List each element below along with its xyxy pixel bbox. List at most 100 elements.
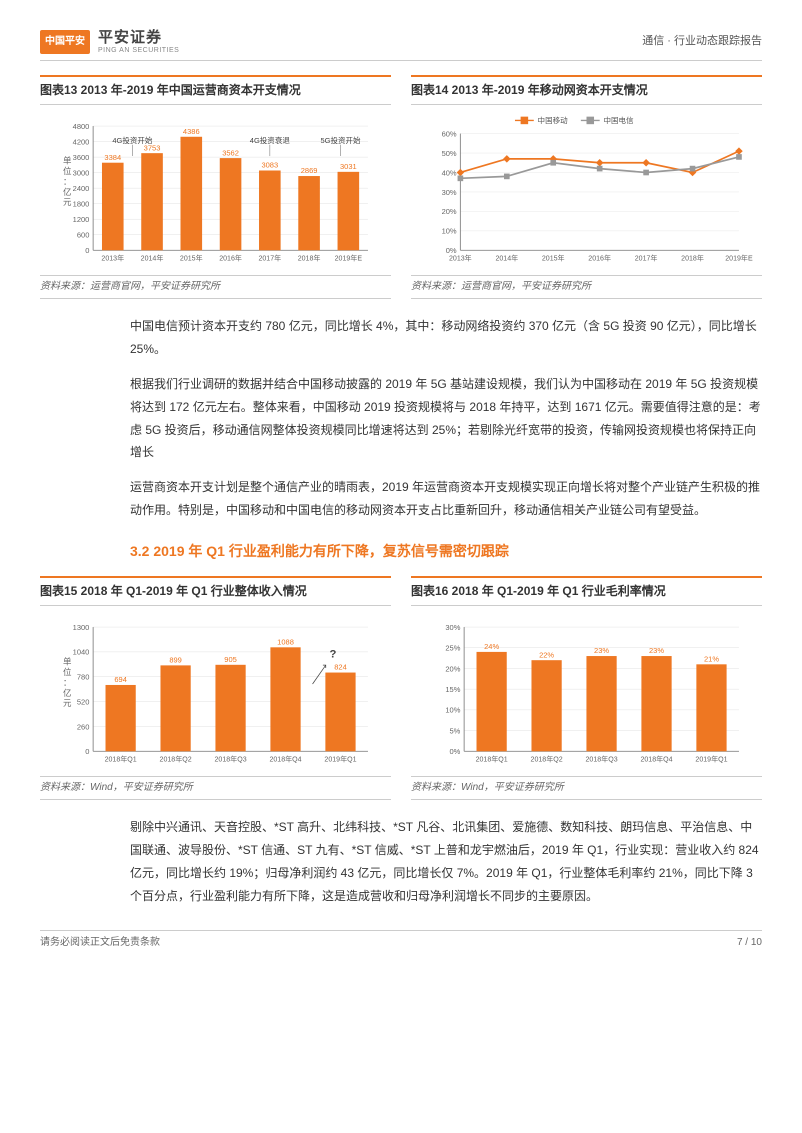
svg-text:位: 位 [63, 667, 72, 677]
svg-text:0: 0 [85, 747, 89, 756]
svg-text:2018年Q4: 2018年Q4 [269, 755, 301, 764]
svg-text:2017年: 2017年 [635, 254, 658, 263]
para1: 中国电信预计资本开支约 780 亿元，同比增长 4%，其中：移动网络投资约 37… [40, 315, 762, 361]
svg-text:520: 520 [77, 698, 90, 707]
svg-text:3000: 3000 [73, 169, 90, 178]
svg-text:1200: 1200 [73, 215, 90, 224]
svg-text:15%: 15% [445, 685, 460, 694]
brand: 平安证券 PING AN SECURITIES [98, 30, 179, 54]
svg-text:1300: 1300 [73, 623, 90, 632]
svg-text:2018年Q1: 2018年Q1 [105, 755, 137, 764]
svg-text:5G投资开始: 5G投资开始 [320, 135, 361, 145]
svg-text:单: 单 [63, 156, 72, 166]
svg-text:0: 0 [85, 246, 89, 255]
page-header: 中国平安 平安证券 PING AN SECURITIES 通信 · 行业动态跟踪… [40, 30, 762, 61]
svg-text:4200: 4200 [73, 138, 90, 147]
svg-text:2018年Q2: 2018年Q2 [531, 755, 563, 764]
para4: 剔除中兴通讯、天音控股、*ST 高升、北纬科技、*ST 凡谷、北讯集团、爱施德、… [40, 816, 762, 907]
svg-text:21%: 21% [704, 655, 719, 664]
svg-text:2017年: 2017年 [258, 254, 281, 263]
svg-text:25%: 25% [445, 644, 460, 653]
svg-text:260: 260 [77, 723, 90, 732]
svg-text:单: 单 [63, 657, 72, 667]
svg-text:2019年E: 2019年E [725, 254, 753, 263]
svg-text:亿: 亿 [63, 688, 71, 698]
svg-text:2018年Q3: 2018年Q3 [214, 755, 246, 764]
svg-text:5%: 5% [450, 727, 461, 736]
chart15-block: 图表15 2018 年 Q1-2019 年 Q1 行业整体收入情况 0 260 52… [40, 576, 391, 810]
svg-text:4800: 4800 [73, 122, 90, 131]
para2: 根据我们行业调研的数据并结合中国移动披露的 2019 年 5G 基站建设规模，我… [40, 373, 762, 464]
chart15-source: 资料来源：Wind，平安证券研究所 [40, 776, 391, 800]
svg-text:10%: 10% [442, 227, 457, 236]
svg-text:2869: 2869 [301, 167, 318, 176]
svg-text:40%: 40% [442, 169, 457, 178]
svg-text:2016年: 2016年 [219, 254, 242, 263]
logo-badge: 中国平安 [40, 30, 90, 54]
chart15-area: 026052078010401300单位：亿元6942018年Q18992018… [40, 606, 391, 776]
svg-text:0%: 0% [446, 246, 457, 255]
svg-text:3083: 3083 [261, 161, 278, 170]
svg-text:位: 位 [63, 166, 72, 176]
svg-text:600: 600 [77, 231, 90, 240]
svg-text:24%: 24% [484, 642, 499, 651]
svg-text:30%: 30% [445, 623, 460, 632]
chart14-title: 图表14 2013 年-2019 年移动网资本开支情况 [411, 75, 762, 105]
header-right-text: 通信 · 行业动态跟踪报告 [642, 33, 762, 51]
svg-text:2400: 2400 [73, 184, 90, 193]
svg-text:3384: 3384 [104, 153, 121, 162]
chart14-area: 中国移动中国电信0%10%20%30%40%50%60%2013年2014年20… [411, 105, 762, 275]
svg-text:2013年: 2013年 [449, 254, 472, 263]
para3: 运营商资本开支计划是整个通信产业的晴雨表，2019 年运营商资本开支规模实现正向… [40, 476, 762, 522]
svg-text:20%: 20% [442, 208, 457, 217]
svg-text:2016年: 2016年 [588, 254, 611, 263]
chart15-title: 图表15 2018 年 Q1-2019 年 Q1 行业整体收入情况 [40, 576, 391, 606]
footer-right: 7 / 10 [737, 935, 762, 951]
svg-text:10%: 10% [445, 706, 460, 715]
svg-text:2019年E: 2019年E [335, 254, 363, 263]
svg-text:694: 694 [114, 675, 127, 684]
svg-text:23%: 23% [594, 647, 609, 656]
svg-text:0%: 0% [450, 747, 461, 756]
svg-text:20%: 20% [445, 665, 460, 674]
svg-text:2018年Q3: 2018年Q3 [585, 755, 617, 764]
svg-text:905: 905 [224, 655, 237, 664]
svg-text:2013年: 2013年 [101, 254, 124, 263]
svg-text:2018年: 2018年 [298, 254, 321, 263]
svg-text:2019年Q1: 2019年Q1 [695, 755, 727, 764]
section-heading: 3.2 2019 年 Q1 行业盈利能力有所下降，复苏信号需密切跟踪 [130, 540, 762, 562]
svg-text:2018年Q2: 2018年Q2 [160, 755, 192, 764]
svg-text:1800: 1800 [73, 200, 90, 209]
brand-en: PING AN SECURITIES [98, 47, 179, 55]
chart14-block: 图表14 2013 年-2019 年移动网资本开支情况 中国移动 中国电信 0% 10… [411, 75, 762, 309]
brand-cn: 平安证券 [98, 30, 179, 47]
svg-text:1088: 1088 [277, 638, 294, 647]
chart16-source: 资料来源：Wind，平安证券研究所 [411, 776, 762, 800]
svg-text:4386: 4386 [183, 127, 200, 136]
svg-text:2015年: 2015年 [542, 254, 565, 263]
chart13-area: 0 600 1200 1800 2400 3000 3600 4200 4800 单位：亿元 338… [40, 105, 391, 275]
svg-text:2014年: 2014年 [495, 254, 518, 263]
svg-text:2014年: 2014年 [141, 254, 164, 263]
svg-text:1040: 1040 [73, 648, 90, 657]
svg-text:30%: 30% [442, 188, 457, 197]
svg-text:2018年Q4: 2018年Q4 [640, 755, 672, 764]
svg-text:2018年: 2018年 [681, 254, 704, 263]
svg-text:?: ? [329, 649, 336, 661]
svg-text:824: 824 [334, 663, 347, 672]
svg-text:899: 899 [169, 656, 182, 665]
chart13-block: 图表13 2013 年-2019 年中国运营商资本开支情况 0600120018… [40, 75, 391, 309]
svg-text:2019年Q1: 2019年Q1 [324, 755, 356, 764]
svg-text:元: 元 [63, 197, 72, 207]
svg-text:3600: 3600 [73, 153, 90, 162]
svg-text:780: 780 [77, 673, 90, 682]
svg-text:中国电信: 中国电信 [603, 116, 634, 126]
svg-text:2018年Q1: 2018年Q1 [476, 755, 508, 764]
svg-text:亿: 亿 [63, 187, 71, 197]
chart16-area: 0%5%10%15%20%25%30%24%2018年Q122%2018年Q22… [411, 606, 762, 776]
chart16-block: 图表16 2018 年 Q1-2019 年 Q1 行业毛利率情况 0%5%10%… [411, 576, 762, 810]
svg-text:：: ： [63, 177, 71, 187]
chart14-source: 资料来源：运营商官网，平安证券研究所 [411, 275, 762, 299]
svg-text:中国移动: 中国移动 [538, 116, 569, 126]
svg-text:2015年: 2015年 [180, 254, 203, 263]
